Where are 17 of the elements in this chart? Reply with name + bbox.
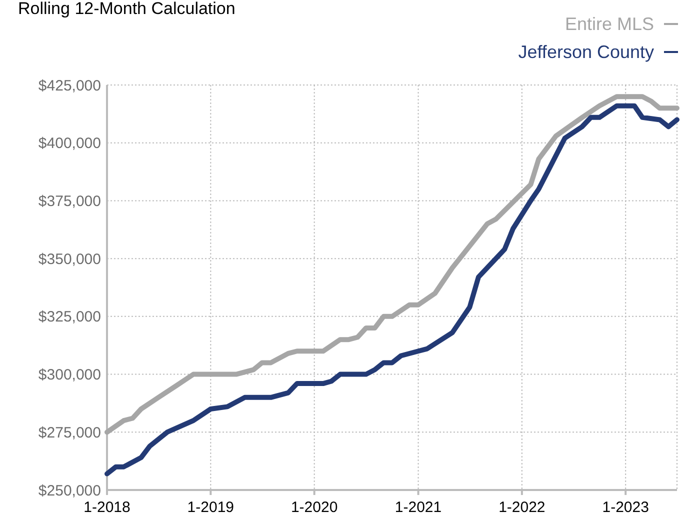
x-tick-label: 1-2021: [394, 499, 442, 516]
x-tick-label: 1-2020: [290, 499, 338, 516]
y-tick-label: $325,000: [38, 308, 101, 326]
x-tick-label: 1-2023: [602, 499, 649, 516]
chart-title: Rolling 12-Month Calculation: [18, 0, 236, 18]
y-tick-label: $375,000: [38, 192, 101, 210]
legend-label: Entire MLS: [564, 14, 654, 34]
y-tick-label: $275,000: [38, 424, 101, 442]
x-tick-label: 1-2022: [498, 499, 546, 516]
y-tick-label: $350,000: [38, 250, 101, 268]
legend-label: Jefferson County: [518, 42, 654, 62]
y-tick-label: $400,000: [38, 135, 101, 152]
y-tick-label: $250,000: [38, 482, 101, 500]
y-tick-label: $300,000: [38, 366, 101, 384]
x-tick-label: 1-2018: [84, 499, 130, 516]
y-tick-label: $425,000: [38, 77, 101, 94]
x-tick-label: 1-2019: [187, 499, 234, 516]
